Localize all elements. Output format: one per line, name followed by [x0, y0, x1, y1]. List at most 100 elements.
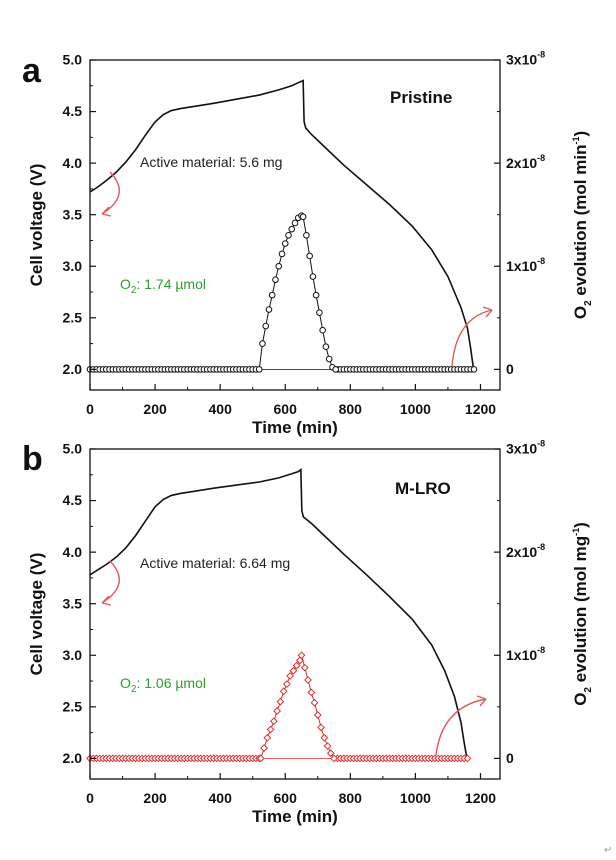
panel-b-o2-point: [256, 754, 265, 763]
panel-b-o2-point: [289, 666, 298, 675]
panel-a-ytick-right-label: 0: [506, 361, 514, 377]
panel-b-series-layer: [86, 468, 472, 763]
panel-a: 0 200 400 600 800 1000 1200 2.0 2.5 3.0 …: [27, 50, 594, 437]
panel-b-o2-point: [276, 697, 285, 706]
panel-a-sample-title: Pristine: [390, 88, 452, 107]
panel-a-ytick-left-label: 4.5: [63, 103, 83, 119]
panel-a-right-axis-arrowhead: [482, 306, 493, 318]
panel-b-o2-point: [295, 656, 304, 665]
panel-b-active-material-note: Active material: 6.64 mg: [140, 555, 290, 571]
panel-a-o2-point: [262, 322, 270, 330]
panel-a-o2-point: [285, 232, 292, 239]
panel-a-o2-point: [288, 225, 296, 233]
panel-a-xtick-label: 400: [209, 401, 233, 417]
panel-b: 0 200 400 600 800 1000 1200 2.0 2.5 3.0 …: [27, 439, 594, 826]
panel-a-o2-point: [303, 232, 310, 239]
panel-b-o2-point: [320, 733, 329, 742]
panel-a-xtick-label: 600: [274, 401, 298, 417]
panel-b-ytick-left-label: 3.5: [63, 595, 83, 611]
panel-a-ytick-right-label: 2x10-8: [506, 153, 545, 171]
panel-b-o2-point: [297, 651, 306, 660]
panel-b-o2-peak-line: [260, 653, 335, 759]
panel-a-ticks-layer: [89, 59, 500, 390]
panel-b-xtick-label: 1200: [465, 790, 496, 806]
panel-a-o2-point: [312, 291, 320, 299]
panel-a-o2-point: [272, 276, 279, 283]
panel-b-o2-amount-note: O2: 1.06 µmol: [120, 675, 206, 695]
panel-b-ytick-left-label: 2.5: [63, 698, 83, 714]
panel-a-o2-point: [470, 366, 478, 373]
panel-b-right-axis-arrowhead: [476, 695, 487, 707]
panel-b-o2-point: [313, 711, 322, 719]
panel-a-letter: a: [22, 52, 42, 90]
panel-a-ytick-left-label: 2.5: [63, 309, 83, 325]
panel-b-xtick-label: 1000: [400, 790, 431, 806]
panel-b-left-axis-arrow: [101, 560, 120, 604]
panel-b-o2-point: [307, 688, 316, 697]
panel-a-right-axis-arrow: [451, 309, 493, 367]
panel-a-ytick-left-label: 3.5: [63, 206, 83, 222]
panel-b-left-axis-arrowhead: [101, 595, 112, 606]
panel-b-sample-title: M-LRO: [395, 479, 451, 498]
panel-b-voltage-curve: [89, 468, 469, 762]
panel-b-ytick-right-label: 0: [506, 750, 514, 766]
panel-b-o2-point: [279, 687, 288, 696]
panel-b-o2-point: [326, 749, 335, 758]
panel-b-y-left-axis-title: Cell voltage (V): [27, 553, 46, 676]
panel-a-o2-point: [319, 326, 326, 334]
panel-a-ytick-right-label: 1x10-8: [506, 256, 545, 274]
panel-b-o2-point: [269, 717, 278, 726]
panel-a-o2-point: [255, 366, 263, 373]
panel-a-o2-point: [309, 273, 317, 280]
panel-b-xtick-label: 0: [86, 790, 94, 806]
panel-a-plot-frame: [89, 59, 501, 391]
panel-a-o2-point: [265, 306, 273, 313]
panel-a-ytick-left-label: 2.0: [63, 361, 83, 377]
panel-b-o2-point: [317, 723, 325, 732]
panel-b-xtick-label: 800: [339, 790, 363, 806]
panel-a-ytick-left-label: 3.0: [63, 258, 83, 274]
panel-a-active-material-note: Active material: 5.6 mg: [140, 154, 282, 170]
panel-b-o2-point: [260, 744, 268, 752]
panel-a-o2-amount-note: O2: 1.74 µmol: [120, 276, 206, 296]
panel-a-ytick-left-label: 5.0: [63, 52, 83, 68]
panel-a-o2-point: [278, 250, 286, 258]
panel-b-ytick-left-label: 3.0: [63, 647, 83, 663]
panel-b-ytick-left-label: 2.0: [63, 750, 83, 766]
panel-b-o2-point: [323, 742, 332, 750]
panel-b-xtick-label: 400: [209, 790, 233, 806]
panel-b-o2-point: [263, 733, 272, 742]
panel-a-o2-point: [332, 366, 339, 373]
panel-a-o2-point: [316, 309, 323, 316]
panel-b-o2-point: [330, 754, 338, 763]
panel-b-letter: b: [22, 440, 43, 478]
panel-b-xtick-label: 600: [274, 790, 298, 806]
panel-b-right-axis-arrow: [435, 698, 487, 756]
panel-b-ticks-layer: [89, 448, 500, 779]
panel-b-o2-point: [292, 661, 301, 670]
panel-b-x-axis-title: Time (min): [252, 807, 338, 826]
panel-a-o2-point: [322, 343, 330, 350]
panel-a-ytick-right-label: 3x10-8: [506, 50, 545, 68]
panel-b-o2-point: [310, 698, 319, 707]
panel-b-plot-frame: [89, 448, 501, 780]
panel-b-o2-point: [304, 676, 312, 684]
panel-a-voltage-curve: [89, 79, 475, 373]
panel-a-o2-point: [281, 240, 289, 247]
panel-b-o2-point: [463, 754, 472, 763]
watermark-glyph: ↵: [604, 845, 612, 856]
panel-b-ytick-left-label: 4.5: [63, 492, 83, 508]
panel-a-x-axis-title: Time (min): [252, 418, 338, 437]
panel-a-o2-point: [299, 213, 307, 221]
panel-b-ytick-left-label: 4.0: [63, 544, 83, 560]
panel-a-y-left-axis-title: Cell voltage (V): [27, 164, 46, 287]
panel-a-series-layer: [86, 79, 478, 373]
panel-a-left-axis-arrowhead: [101, 206, 112, 217]
panel-a-xtick-label: 0: [86, 401, 94, 417]
panel-a-xtick-label: 1000: [400, 401, 431, 417]
panel-a-left-axis-arrow: [101, 171, 120, 215]
panel-b-xtick-label: 200: [143, 790, 167, 806]
panel-a-o2-point: [275, 262, 283, 270]
panel-b-o2-point: [286, 671, 295, 680]
